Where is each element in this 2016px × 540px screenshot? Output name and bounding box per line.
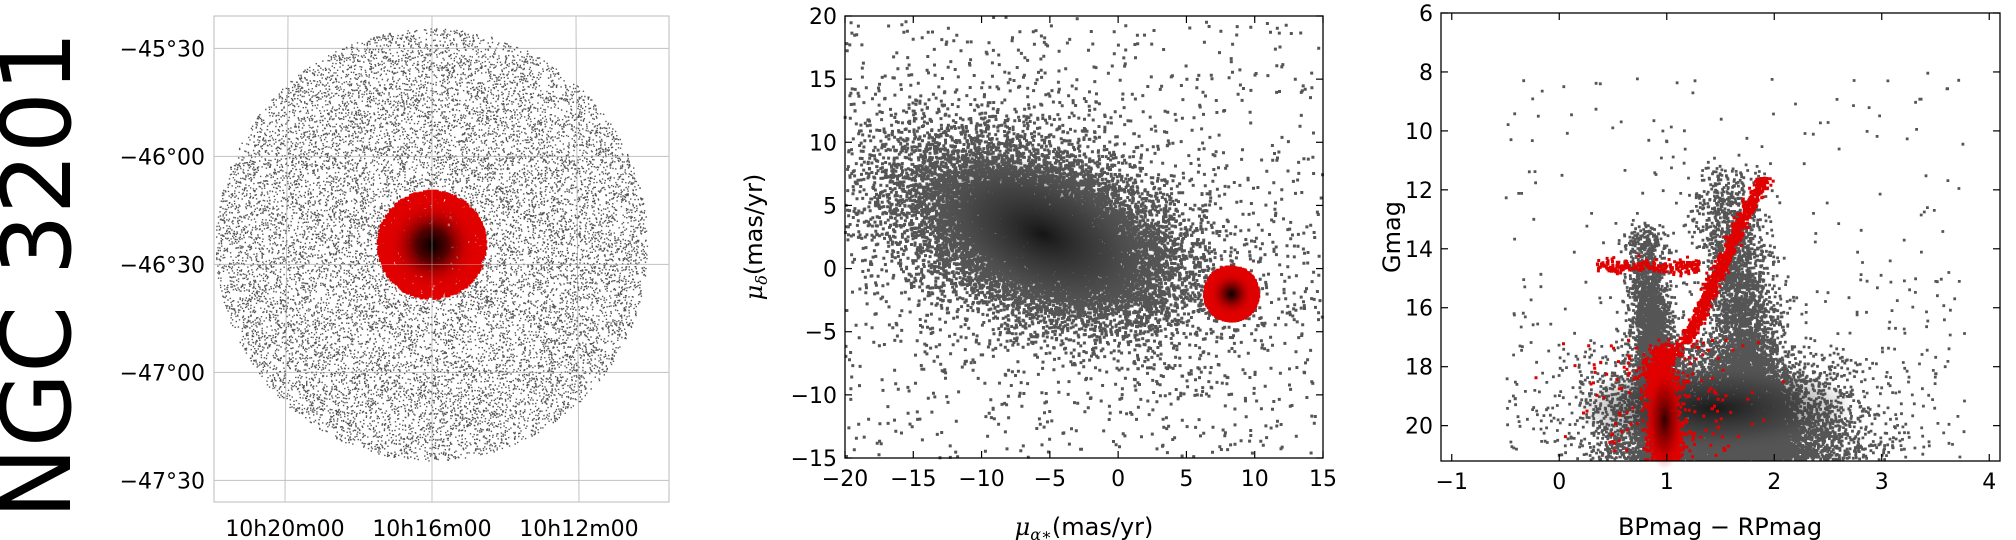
sky-field-stars (216, 28, 649, 462)
pm-x-tick-label: 0 (1111, 467, 1125, 492)
cmd-x-tick-label: 4 (1982, 470, 1996, 495)
cmd-x-tick-label: −1 (1436, 470, 1468, 495)
pm-x-axis-label: μα∗(mas/yr) (1015, 513, 1154, 540)
sky-x-tick-label: 10h20m00 (225, 517, 344, 540)
sky-y-tick-label: −46°00 (120, 145, 205, 170)
pm-y-tick-label: 10 (809, 131, 837, 156)
pm-field-core (925, 152, 1161, 317)
cmd-x-tick-label: 2 (1767, 470, 1781, 495)
pm-x-tick-label: −20 (822, 467, 868, 492)
cmd-x-tick-label: 0 (1552, 470, 1566, 495)
pm-cluster-stars (1202, 265, 1261, 323)
cmd-cluster-core (1646, 369, 1683, 470)
pm-field-stars (843, 15, 1324, 460)
cmd-y-tick-label: 12 (1405, 179, 1433, 204)
sky-ra-gridline-overlay (284, 15, 289, 503)
sky-tick-labels: −45°30 −46°00 −46°30 −47°00 −47°30 10h20m00 10… (120, 37, 639, 540)
cmd-field-core (1575, 362, 1856, 453)
cmd-y-tick-label: 8 (1419, 61, 1433, 86)
pm-cluster-core (1209, 271, 1254, 316)
pm-x-tick-label: 10 (1241, 467, 1269, 492)
sky-grid-overlay (214, 15, 669, 503)
cmd-y-axis-label: Gmag (1378, 201, 1406, 273)
cmd-y-tick-label: 20 (1405, 415, 1433, 440)
cmd-field-stars (1504, 71, 1966, 462)
pm-y-tick-label: 20 (809, 5, 837, 30)
cmd-y-tick-label: 6 (1419, 2, 1433, 27)
cmd-y-tick-label: 18 (1405, 356, 1433, 381)
sky-y-tick-label: −45°30 (120, 37, 205, 62)
sky-plot-panel: −45°30 −46°00 −46°30 −47°00 −47°30 10h20m00 10… (120, 15, 670, 540)
pm-x-tick-label: 15 (1309, 467, 1337, 492)
pm-y-tick-label: −10 (791, 384, 837, 409)
pm-x-tick-label: −10 (958, 467, 1004, 492)
sky-ra-gridline-overlay (575, 15, 580, 503)
cmd-y-tick-label: 10 (1405, 120, 1433, 145)
pm-plot-frame (844, 15, 1324, 459)
sky-plot-frame (213, 15, 670, 503)
pm-y-tick-label: −5 (805, 321, 837, 346)
cmd-cluster-stars (1534, 176, 1785, 470)
cmd-y-tick-label: 14 (1405, 238, 1433, 263)
pm-y-tick-label: 15 (809, 68, 837, 93)
sky-y-tick-label: −46°30 (120, 253, 205, 278)
cmd-y-tick-label: 16 (1405, 297, 1433, 322)
sky-field-star-points (216, 28, 649, 462)
cmd-x-axis-label: BPmag − RPmag (1618, 513, 1822, 540)
cmd-x-tick-label: 1 (1660, 470, 1674, 495)
pm-y-tick-label: −15 (791, 447, 837, 472)
cmd-x-tick-label: 3 (1875, 470, 1889, 495)
sky-x-tick-label: 10h12m00 (519, 517, 638, 540)
pm-x-tick-label: 5 (1179, 467, 1193, 492)
pm-y-axis-label: μδ(mas/yr) (740, 174, 771, 301)
pm-y-tick-label: 5 (823, 194, 837, 219)
sky-x-tick-label: 10h16m00 (372, 517, 491, 540)
pm-x-tick-label: −15 (890, 467, 936, 492)
pm-x-tick-label: −5 (1034, 467, 1066, 492)
pm-y-tick-label: 0 (823, 258, 837, 283)
sky-y-tick-label: −47°00 (120, 361, 205, 386)
cmd-plot-frame (1440, 12, 2001, 462)
sky-y-tick-label: −47°30 (120, 469, 205, 494)
cluster-name-title: NGC 3201 (0, 31, 93, 519)
